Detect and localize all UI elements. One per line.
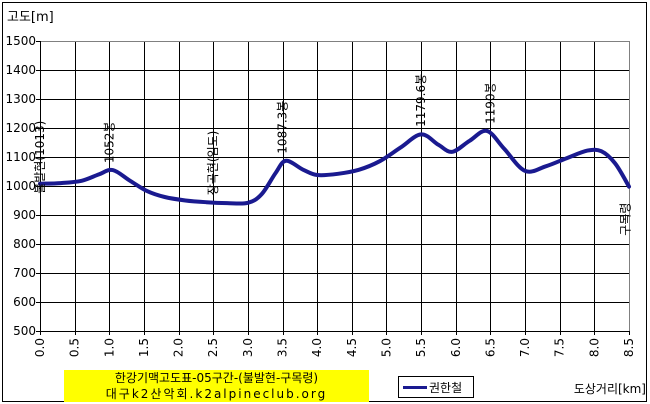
x-tick-label: 5.5 bbox=[414, 338, 428, 357]
x-axis-title: 도상거리[km] bbox=[573, 382, 646, 396]
gridlines bbox=[40, 41, 629, 331]
point-annotation: 1087.3봉 bbox=[276, 101, 290, 154]
y-tick-label: 1500 bbox=[5, 34, 36, 48]
x-tick-label: 4.5 bbox=[345, 338, 359, 357]
x-tick-label: 0.5 bbox=[68, 338, 82, 357]
point-annotation: 구목령 bbox=[619, 203, 633, 236]
point-annotation: 1190봉 bbox=[483, 82, 497, 124]
point-annotation: 장곡현(임도) bbox=[206, 131, 220, 196]
legend-series-label: 권한철 bbox=[429, 380, 463, 395]
y-tick-label: 600 bbox=[13, 295, 36, 309]
axes bbox=[36, 41, 630, 335]
legend-line-swatch bbox=[403, 385, 427, 389]
y-tick-label: 900 bbox=[13, 208, 36, 222]
x-tick-label: 3.0 bbox=[241, 338, 255, 357]
x-tick-label: 6.5 bbox=[483, 338, 497, 357]
x-tick-label: 3.5 bbox=[276, 338, 290, 357]
y-tick-label: 1300 bbox=[5, 92, 36, 106]
x-tick-label: 1.0 bbox=[102, 338, 116, 357]
x-tick-label: 7.5 bbox=[553, 338, 567, 357]
x-tick-label: 5.0 bbox=[379, 338, 393, 357]
y-tick-label: 1200 bbox=[5, 121, 36, 135]
elevation-line bbox=[38, 128, 631, 206]
y-tick-label: 1100 bbox=[5, 150, 36, 164]
x-tick-label: 4.0 bbox=[310, 338, 324, 357]
x-tick-label: 7.0 bbox=[518, 338, 532, 357]
y-axis-title: 고도[m] bbox=[7, 10, 54, 25]
banner-section-title: 한강기맥고도표-05구간-(불발현-구목령) bbox=[114, 371, 319, 385]
banner-club-url[interactable]: 대구k2산악회.k2alpineclub.org bbox=[105, 387, 328, 401]
y-tick-label: 800 bbox=[13, 237, 36, 251]
x-tick-label: 8.5 bbox=[622, 338, 636, 357]
x-tick-label: 8.0 bbox=[587, 338, 601, 357]
y-tick-label: 500 bbox=[13, 324, 36, 338]
point-annotation: 1052봉 bbox=[102, 122, 116, 164]
y-tick-label: 1400 bbox=[5, 63, 36, 77]
banner: 한강기맥고도표-05구간-(불발현-구목령) 대구k2산악회.k2alpinec… bbox=[64, 370, 369, 402]
x-tick-label: 2.0 bbox=[172, 338, 186, 357]
y-tick-label: 700 bbox=[13, 266, 36, 280]
point-annotation: 불발현(1013) bbox=[33, 121, 47, 194]
legend: 권한철 bbox=[398, 376, 474, 398]
annotations: 불발현(1013) 1052봉 장곡현(임도) 1087.3봉 1179.6봉 1190봉… bbox=[33, 74, 633, 236]
x-tick-label: 6.0 bbox=[449, 338, 463, 357]
point-annotation: 1179.6봉 bbox=[414, 74, 428, 127]
x-tick-label: 0.0 bbox=[33, 338, 47, 357]
x-tick-label: 2.5 bbox=[206, 338, 220, 357]
y-tick-label: 1000 bbox=[5, 179, 36, 193]
tick-labels: 500 600 700 800 900 1000 1100 1200 1300 1400 1500 0… bbox=[5, 34, 636, 357]
x-tick-label: 1.5 bbox=[137, 338, 151, 357]
